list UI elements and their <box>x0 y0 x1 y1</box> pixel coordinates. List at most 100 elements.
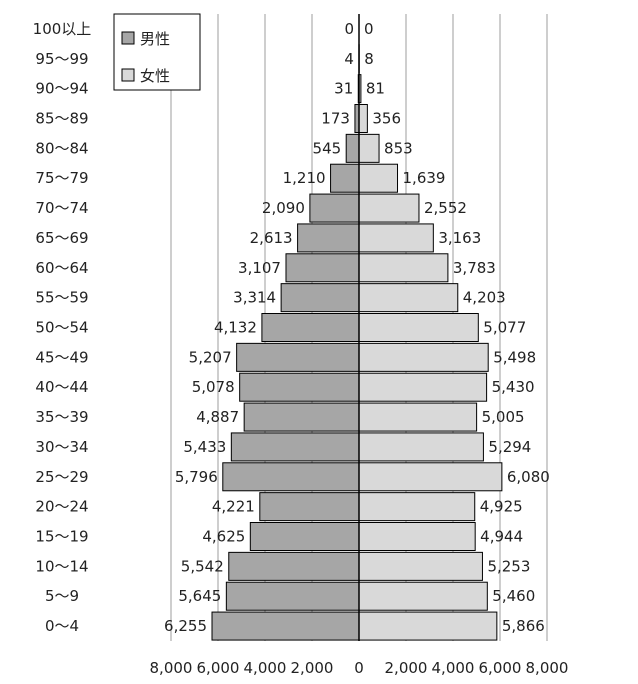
x-tick-label: 0 <box>354 659 364 677</box>
category-label: 100以上 <box>33 20 92 38</box>
data-label-female: 5,005 <box>482 408 525 426</box>
category-label: 95～99 <box>35 50 88 68</box>
bar-female <box>359 254 448 282</box>
bar-female <box>359 373 487 401</box>
data-label-female: 5,430 <box>492 378 535 396</box>
x-tick-label: 6,000 <box>479 659 522 677</box>
data-label-male: 4 <box>344 50 354 68</box>
legend-swatch-female <box>122 69 134 81</box>
bar-female <box>359 343 488 371</box>
data-label-female: 5,294 <box>488 438 531 456</box>
bar-male <box>260 493 359 521</box>
category-label: 70～74 <box>35 199 88 217</box>
data-label-male: 5,796 <box>175 468 218 486</box>
bar-female <box>359 552 482 580</box>
bar-male <box>331 164 359 192</box>
data-label-male: 5,078 <box>192 378 235 396</box>
bar-female <box>359 463 502 491</box>
data-label-male: 6,255 <box>164 617 207 635</box>
category-label: 10～14 <box>35 557 88 575</box>
data-label-male: 3,107 <box>238 259 281 277</box>
data-label-male: 1,210 <box>283 169 326 187</box>
category-label: 20～24 <box>35 498 88 516</box>
category-label: 55～59 <box>35 289 88 307</box>
data-label-male: 5,645 <box>178 587 221 605</box>
data-label-male: 0 <box>344 20 354 38</box>
data-label-female: 8 <box>364 50 374 68</box>
category-label: 5～9 <box>45 587 79 605</box>
bar-male <box>244 403 359 431</box>
category-label: 0～4 <box>45 617 79 635</box>
x-tick-label: 2,000 <box>385 659 428 677</box>
category-label: 90～94 <box>35 80 88 98</box>
data-label-male: 4,132 <box>214 319 257 337</box>
category-label: 25～29 <box>35 468 88 486</box>
bar-female <box>359 493 475 521</box>
bar-male <box>226 582 359 610</box>
category-label: 40～44 <box>35 378 88 396</box>
data-label-female: 1,639 <box>403 169 446 187</box>
data-label-female: 3,163 <box>438 229 481 247</box>
data-label-female: 3,783 <box>453 259 496 277</box>
category-label: 35～39 <box>35 408 88 426</box>
bar-female <box>359 523 475 551</box>
category-label: 80～84 <box>35 139 88 157</box>
data-label-female: 2,552 <box>424 199 467 217</box>
category-label: 30～34 <box>35 438 88 456</box>
bar-male <box>281 284 359 312</box>
data-label-male: 4,887 <box>196 408 239 426</box>
data-label-female: 5,866 <box>502 617 545 635</box>
data-label-female: 0 <box>364 20 374 38</box>
bar-male <box>310 194 359 222</box>
category-label: 45～49 <box>35 348 88 366</box>
bar-female <box>359 314 478 342</box>
bar-female <box>359 224 433 252</box>
data-label-male: 5,542 <box>181 557 224 575</box>
legend-swatch-male <box>122 32 134 44</box>
x-tick-label: 8,000 <box>150 659 193 677</box>
data-label-male: 5,207 <box>189 348 232 366</box>
bar-male <box>298 224 359 252</box>
bar-male <box>231 433 359 461</box>
bar-male <box>240 373 359 401</box>
bar-female <box>359 134 379 162</box>
category-label: 75～79 <box>35 169 88 187</box>
category-labels: 100以上 95～99 90～94 85～89 80～84 75～79 70～74 65～69… <box>33 20 92 635</box>
category-label: 85～89 <box>35 110 88 128</box>
data-label-male: 4,625 <box>202 528 245 546</box>
data-label-female: 356 <box>372 110 401 128</box>
data-label-female: 853 <box>384 139 413 157</box>
data-label-male: 2,613 <box>250 229 293 247</box>
data-label-female: 5,077 <box>483 319 526 337</box>
bar-female <box>359 194 419 222</box>
data-label-female: 5,498 <box>493 348 536 366</box>
x-tick-label: 4,000 <box>244 659 287 677</box>
data-label-male: 545 <box>313 139 342 157</box>
x-tick-label: 2,000 <box>291 659 334 677</box>
bar-male <box>250 523 359 551</box>
bar-male <box>237 343 359 371</box>
x-tick-label: 8,000 <box>526 659 569 677</box>
category-label: 60～64 <box>35 259 88 277</box>
data-label-female: 4,203 <box>463 289 506 307</box>
bars <box>212 45 502 640</box>
data-label-female: 81 <box>366 80 385 98</box>
legend: 男性 女性 <box>114 14 200 90</box>
data-label-male: 2,090 <box>262 199 305 217</box>
bar-male <box>212 612 359 640</box>
data-label-male: 173 <box>321 110 350 128</box>
x-tick-label: 4,000 <box>432 659 475 677</box>
bar-male <box>229 552 359 580</box>
category-label: 15～19 <box>35 528 88 546</box>
legend-label-female: 女性 <box>140 67 170 85</box>
x-tick-label: 6,000 <box>197 659 240 677</box>
legend-label-male: 男性 <box>140 30 170 48</box>
data-label-male: 31 <box>334 80 353 98</box>
data-label-female: 6,080 <box>507 468 550 486</box>
bar-female <box>359 612 497 640</box>
bar-female <box>359 582 487 610</box>
category-label: 65～69 <box>35 229 88 247</box>
data-label-female: 5,460 <box>492 587 535 605</box>
data-label-male: 5,433 <box>183 438 226 456</box>
